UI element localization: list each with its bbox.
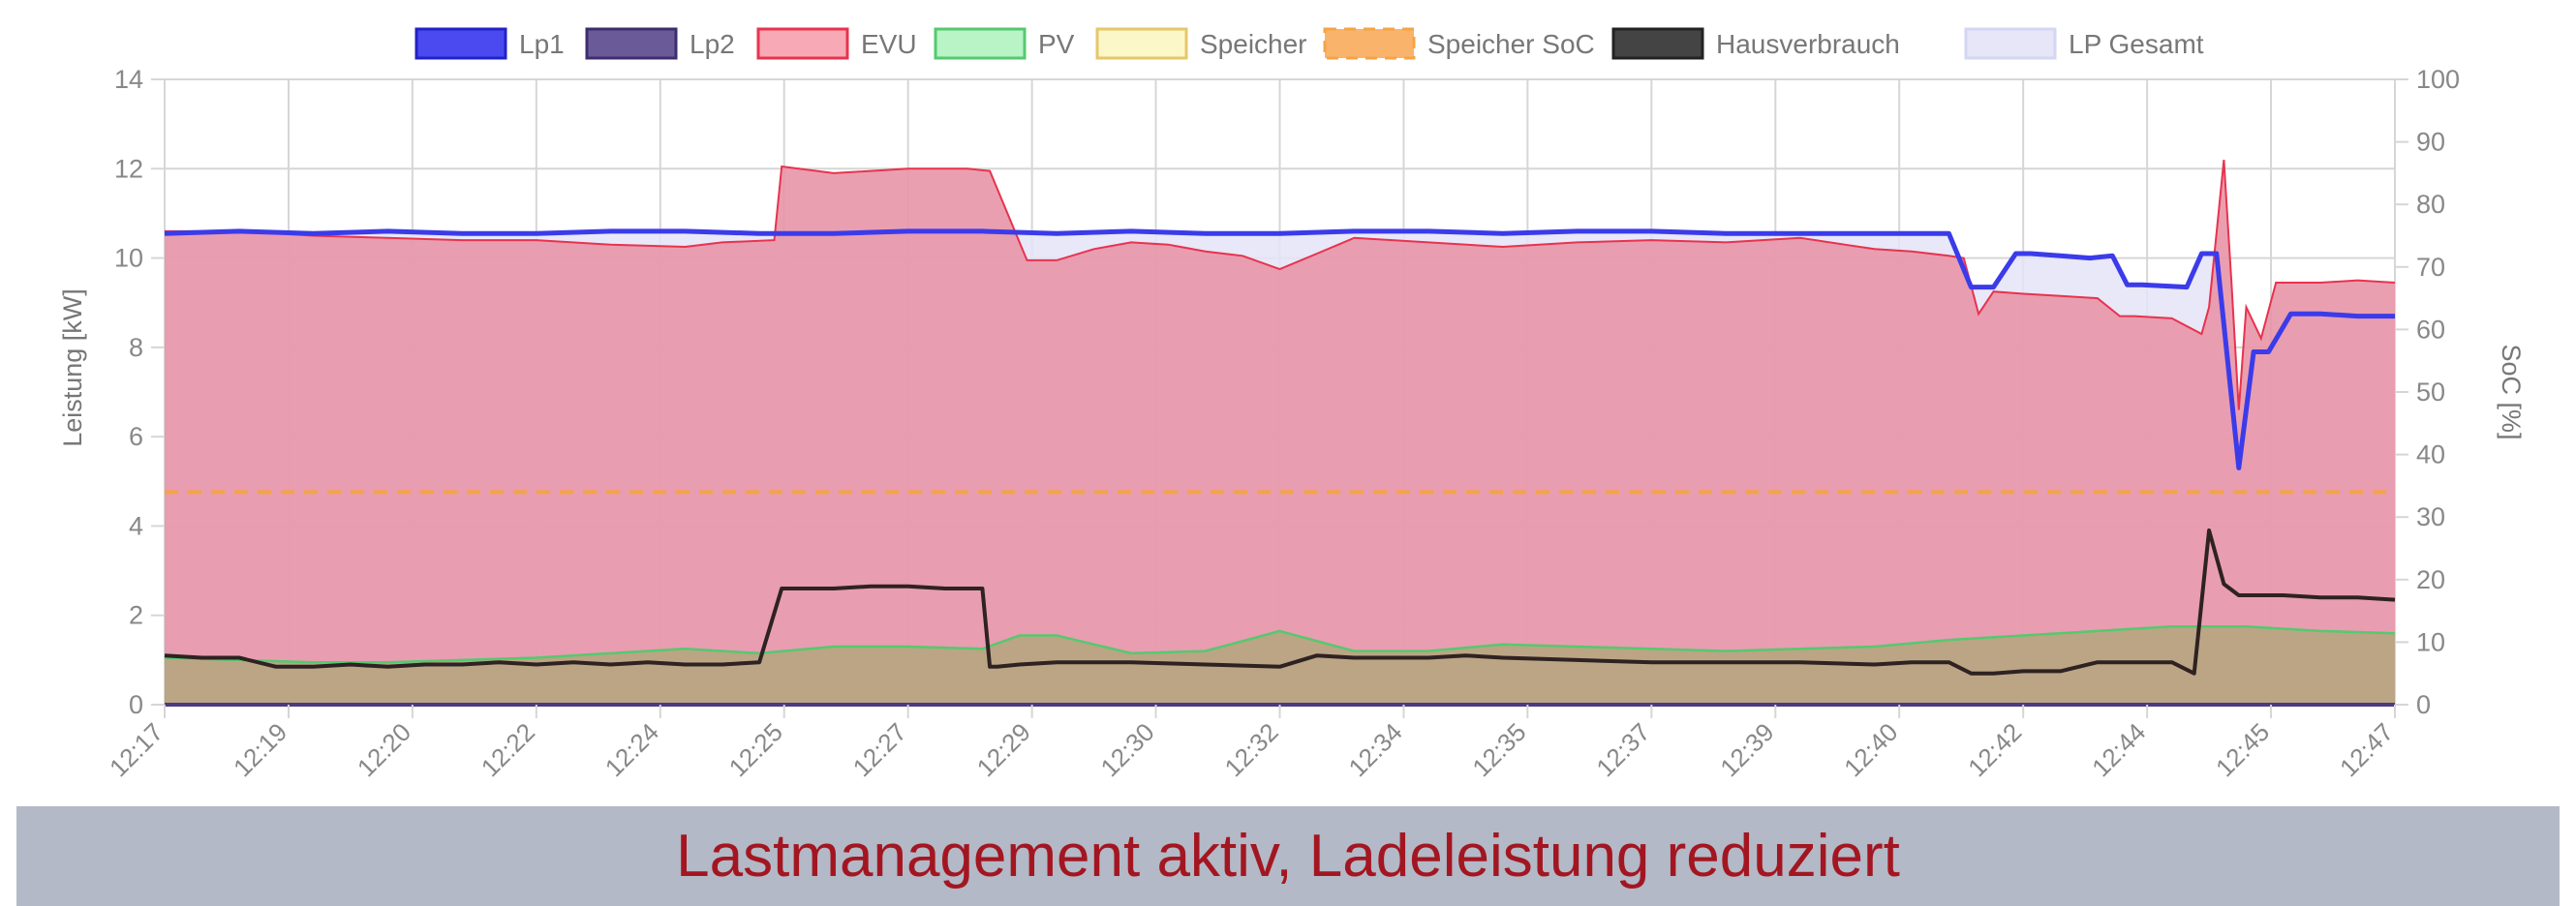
legend-swatch (1095, 27, 1188, 60)
y2-tick-label: 20 (2416, 565, 2445, 594)
legend-label: EVU (861, 29, 917, 59)
y-axis-label: Leistung [kW] (58, 288, 87, 447)
y-tick-label: 8 (129, 333, 143, 362)
legend-item-lp1[interactable]: Lp1 (414, 27, 565, 60)
y2-tick-label: 40 (2416, 440, 2445, 469)
legend-item-lp-gesamt[interactable]: LP Gesamt (1964, 27, 2204, 60)
legend-swatch (1611, 27, 1704, 60)
legend-item-evu[interactable]: EVU (756, 27, 917, 60)
y2-axis-label: SoC [%] (2497, 344, 2526, 439)
y-tick-label: 10 (114, 244, 143, 273)
y2-tick-label: 70 (2416, 253, 2445, 282)
status-banner: Lastmanagement aktiv, Ladeleistung reduz… (16, 806, 2560, 906)
x-tick-label: 12:37 (1590, 717, 1655, 782)
legend-swatch (414, 27, 507, 60)
legend-label: Hausverbrauch (1716, 29, 1900, 59)
x-tick-label: 12:40 (1838, 717, 1903, 782)
chart: Lp1 Lp2 EVU PV Speicher Speicher SoC Hausverbr… (58, 27, 2526, 782)
legend-label: PV (1038, 29, 1075, 59)
y2-tick-label: 10 (2416, 627, 2445, 656)
x-tick-label: 12:34 (1342, 717, 1407, 782)
y2-tick-label: 60 (2416, 315, 2445, 344)
y2-tick-label: 100 (2416, 65, 2460, 94)
x-tick-label: 12:32 (1219, 717, 1284, 782)
x-tick-label: 12:24 (599, 717, 664, 782)
y-tick-label: 12 (114, 154, 143, 183)
y-tick-label: 14 (114, 65, 143, 94)
legend-item-pv[interactable]: PV (934, 27, 1075, 60)
y-tick-label: 4 (129, 511, 143, 540)
x-tick-label: 12:17 (104, 717, 169, 782)
legend-item-lp2[interactable]: Lp2 (585, 27, 735, 60)
x-tick-label: 12:20 (352, 717, 416, 782)
y2-tick-label: 0 (2416, 690, 2431, 719)
legend-item-hausverbrauch[interactable]: Hausverbrauch (1611, 27, 1900, 60)
x-tick-label: 12:45 (2210, 717, 2275, 782)
x-tick-label: 12:47 (2334, 717, 2399, 782)
x-tick-label: 12:22 (475, 717, 540, 782)
series-line-hausverbrauch (164, 528, 2396, 676)
y2-tick-label: 30 (2416, 502, 2445, 531)
legend-swatch (934, 27, 1027, 60)
legend-swatch (1323, 27, 1416, 60)
y2-tick-label: 50 (2416, 378, 2445, 407)
legend: Lp1 Lp2 EVU PV Speicher Speicher SoC Hausverbr… (414, 27, 2204, 60)
x-tick-label: 12:27 (847, 717, 912, 782)
legend-label: Lp1 (519, 29, 565, 59)
status-banner-text: Lastmanagement aktiv, Ladeleistung reduz… (676, 823, 1900, 890)
x-tick-label: 12:35 (1466, 717, 1531, 782)
legend-label: Speicher (1200, 29, 1307, 59)
y-tick-label: 6 (129, 422, 143, 451)
y2-tick-label: 80 (2416, 190, 2445, 219)
x-tick-label: 12:39 (1714, 717, 1779, 782)
plot-fills (165, 160, 2395, 706)
legend-label: Lp2 (690, 29, 735, 59)
legend-item-speicher[interactable]: Speicher (1095, 27, 1307, 60)
x-tick-label: 12:44 (2086, 717, 2151, 782)
x-tick-label: 12:42 (1962, 717, 2027, 782)
y-tick-label: 2 (129, 601, 143, 630)
legend-label: LP Gesamt (2069, 29, 2204, 59)
y2-tick-label: 90 (2416, 128, 2445, 157)
series-line-lp1 (164, 228, 2395, 470)
x-tick-label: 12:29 (971, 717, 1036, 782)
x-tick-label: 12:19 (228, 717, 292, 782)
legend-swatch (585, 27, 678, 60)
series-line-pv (164, 625, 2396, 664)
y-tick-label: 0 (129, 690, 143, 719)
legend-swatch (1964, 27, 2057, 60)
legend-item-speicher-soc[interactable]: Speicher SoC (1323, 27, 1595, 60)
legend-swatch (756, 27, 849, 60)
series-area-evu (165, 160, 2395, 706)
series-line-evu (165, 159, 2396, 410)
x-tick-label: 12:30 (1095, 717, 1160, 782)
legend-label: Speicher SoC (1427, 29, 1595, 59)
x-tick-label: 12:25 (723, 717, 788, 782)
